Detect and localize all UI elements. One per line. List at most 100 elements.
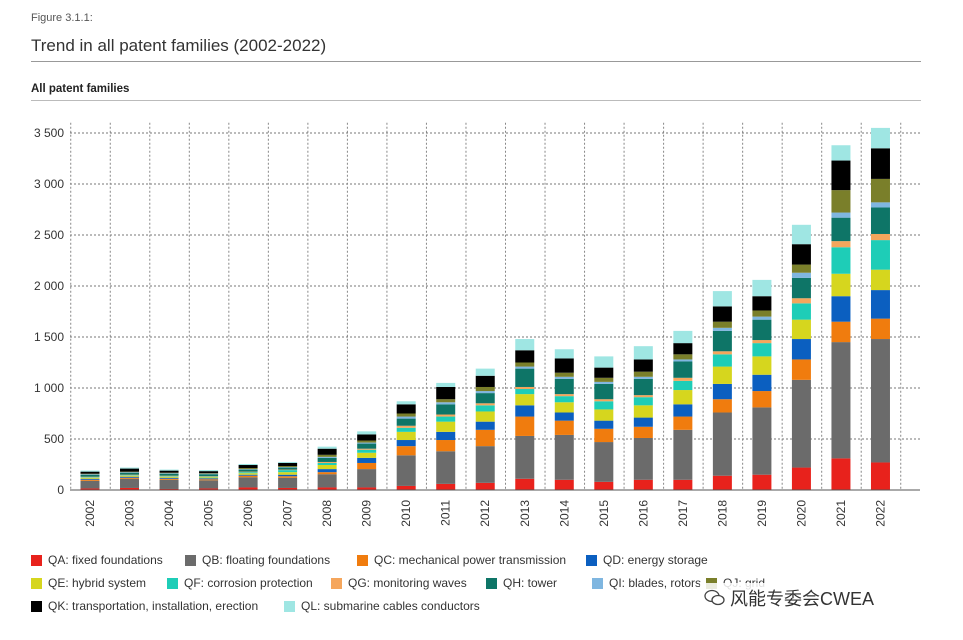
- bar-segment-qb: [238, 477, 258, 488]
- bar-segment-qi: [633, 376, 653, 379]
- bar-segment-qg: [712, 351, 732, 355]
- bar-segment-qi: [475, 391, 495, 394]
- legend-item: QA: fixed foundations: [31, 553, 163, 567]
- legend-item: QE: hybrid system: [31, 576, 146, 590]
- bar-segment-qe: [554, 402, 574, 413]
- bar-segment-ql: [594, 356, 614, 368]
- y-tick-label: 2 500: [34, 228, 64, 242]
- bar-segment-ql: [831, 145, 851, 161]
- x-tick-label: 2009: [360, 500, 374, 527]
- bar-segment-qh: [633, 378, 653, 396]
- bar-segment-ql: [80, 470, 100, 472]
- legend-item: QF: corrosion protection: [167, 576, 313, 590]
- legend-item: QK: transportation, installation, erecti…: [31, 599, 258, 613]
- bar-segment-qj: [633, 371, 653, 377]
- bar-segment-qj: [554, 372, 574, 377]
- bar-segment-qf: [159, 476, 179, 477]
- bar-segment-qi: [199, 473, 219, 475]
- y-tick-label: 3 000: [34, 177, 64, 191]
- bar-segment-qb: [396, 455, 416, 486]
- bar-segment-qk: [594, 367, 614, 378]
- bar-segment-qa: [870, 462, 890, 490]
- bar-segment-qa: [278, 487, 298, 490]
- bar-segment-qd: [475, 421, 495, 430]
- legend-item: QL: submarine cables conductors: [284, 599, 480, 613]
- legend-item: QG: monitoring waves: [331, 576, 467, 590]
- watermark-text: 风能专委会CWEA: [730, 589, 874, 609]
- bar-segment-qf: [673, 380, 693, 391]
- bar-segment-qh: [752, 319, 772, 341]
- bar-segment-qf: [831, 247, 851, 274]
- bar-segment-ql: [633, 346, 653, 360]
- bar-segment-qe: [317, 465, 337, 470]
- legend-swatch: [486, 577, 497, 589]
- bar-segment-qb: [870, 339, 890, 463]
- x-tick-label: 2022: [873, 500, 887, 527]
- x-tick-label: 2012: [478, 500, 492, 527]
- bar-segment-qj: [673, 354, 693, 360]
- bar-segment-qd: [712, 383, 732, 400]
- x-tick-label: 2005: [202, 500, 216, 527]
- bar-segment-qg: [870, 233, 890, 241]
- bar-segment-qd: [436, 431, 456, 441]
- legend-swatch: [586, 554, 597, 566]
- bar-segment-qi: [159, 473, 179, 474]
- bar-segment-qj: [752, 310, 772, 317]
- bar-segment-qk: [278, 462, 298, 467]
- bar-segment-ql: [475, 368, 495, 376]
- bar-segment-qe: [870, 269, 890, 291]
- bar-segment-qc: [594, 428, 614, 443]
- bar-segment-qa: [752, 474, 772, 490]
- bar-segment-qj: [357, 440, 377, 443]
- legend-label: QC: mechanical power transmission: [374, 553, 567, 567]
- bar-segment-qa: [554, 479, 574, 490]
- chart-subtitle: All patent families: [31, 83, 130, 95]
- bar-segment-qf: [594, 401, 614, 410]
- bar-segment-qc: [396, 446, 416, 456]
- bar-segment-qk: [633, 359, 653, 372]
- bar-segment-qh: [238, 469, 258, 472]
- bar-segment-qd: [831, 296, 851, 322]
- bar-segment-qc: [791, 359, 811, 380]
- bar-segment-qd: [80, 478, 100, 480]
- bar-segment-qa: [238, 487, 258, 490]
- bar-segment-qk: [475, 375, 495, 387]
- bar-segment-qh: [436, 404, 456, 415]
- bar-segment-qi: [515, 366, 535, 369]
- chart-title: Trend in all patent families (2002-2022): [31, 36, 327, 55]
- legend-swatch: [331, 577, 342, 589]
- bar-segment-qj: [278, 466, 298, 468]
- bar-segment-qf: [752, 343, 772, 357]
- bar-segment-qg: [554, 394, 574, 397]
- bar-segment-qk: [515, 350, 535, 363]
- bar-segment-qi: [357, 442, 377, 444]
- bar-segment-qe: [475, 411, 495, 422]
- bar-segment-qi: [870, 202, 890, 208]
- bar-segment-qf: [317, 462, 337, 466]
- bar-segment-qf: [712, 354, 732, 367]
- bar-segment-qh: [120, 472, 140, 475]
- bar-segment-qh: [831, 217, 851, 242]
- bar-segment-qg: [831, 241, 851, 248]
- bar-segment-qi: [238, 469, 258, 470]
- bar-segment-qb: [357, 469, 377, 488]
- bar-segment-qa: [712, 475, 732, 490]
- bar-segment-qd: [752, 374, 772, 392]
- bar-segment-qg: [120, 474, 140, 476]
- bar-segment-qd: [554, 412, 574, 421]
- bar-segment-qg: [357, 448, 377, 450]
- legend-label: QD: energy storage: [603, 553, 708, 567]
- bar-segment-qa: [633, 479, 653, 490]
- bar-segment-qd: [515, 405, 535, 417]
- bar-segment-qa: [831, 458, 851, 490]
- bar-segment-qi: [831, 212, 851, 218]
- bar-segment-qh: [80, 474, 100, 477]
- bar-segment-qd: [120, 476, 140, 478]
- bar-segment-qg: [633, 395, 653, 398]
- x-tick-label: 2021: [834, 500, 848, 527]
- bar-segment-qb: [317, 474, 337, 488]
- bar-segment-qc: [831, 321, 851, 343]
- bar-segment-qh: [712, 330, 732, 352]
- bar-segment-qf: [238, 472, 258, 474]
- bar-segment-qk: [870, 148, 890, 179]
